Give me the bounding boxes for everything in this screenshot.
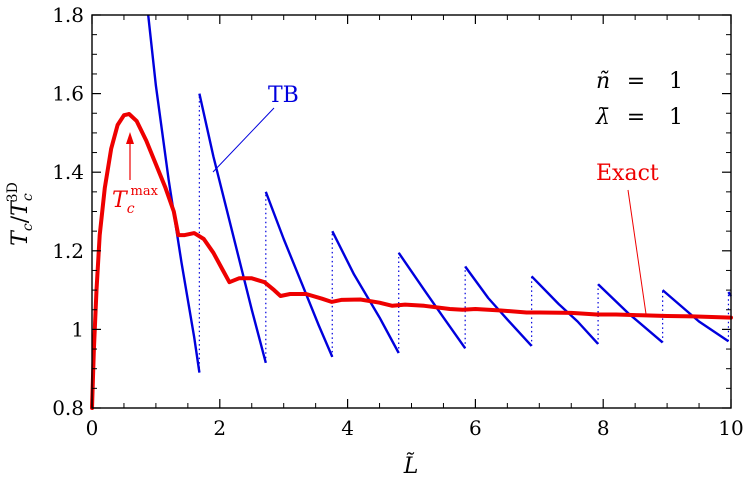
tb-segment [198,93,267,364]
tb-segment [264,191,334,358]
x-tick-label: 8 [597,416,610,440]
y-tick-label: 1.2 [52,239,84,263]
tb-jump-lines [198,93,730,373]
param-lambda-symbol: λ̄ [595,105,610,130]
param-n: ñ = 1 [596,69,683,94]
y-tick-label: 1.4 [52,160,84,184]
y-tick-label: 1.6 [52,82,84,106]
param-lambda-eq: = [627,105,645,130]
x-tick-label: 2 [213,416,226,440]
param-lambda: λ̄ = 1 [595,105,683,130]
exact-line [90,112,733,410]
x-tick-label: 0 [86,416,99,440]
tb-label: TB [268,83,299,108]
param-n-eq: = [627,69,645,94]
tb-leader-line [212,107,275,173]
series-layer [90,14,733,410]
tb-segment [464,265,533,347]
ticks-layer: 0 2 4 6 8 10 0.8 1 1.2 1.4 1.6 1.8 [52,3,744,440]
tcmax-label: Tcmax [112,184,159,217]
x-tick-label: 10 [718,416,743,440]
tcmax-arrow-head [126,132,134,144]
x-tick-label: 6 [469,416,482,440]
x-tick-label: 4 [341,416,354,440]
y-axis-label: Tc/Tc3D [5,182,36,246]
param-lambda-value: 1 [669,105,683,130]
exact-leader-line [627,189,647,315]
tb-segment [397,252,467,349]
tb-segment [661,289,730,343]
tb-segment [530,275,599,345]
exact-label: Exact [596,161,659,186]
y-tick-label: 1 [71,317,84,341]
y-tick-label: 0.8 [52,396,84,420]
param-n-symbol: ñ [596,69,610,94]
param-n-value: 1 [669,69,683,94]
x-axis-label: L̃ [403,453,419,479]
tb-segment [331,230,400,354]
y-tick-label: 1.8 [52,3,84,27]
